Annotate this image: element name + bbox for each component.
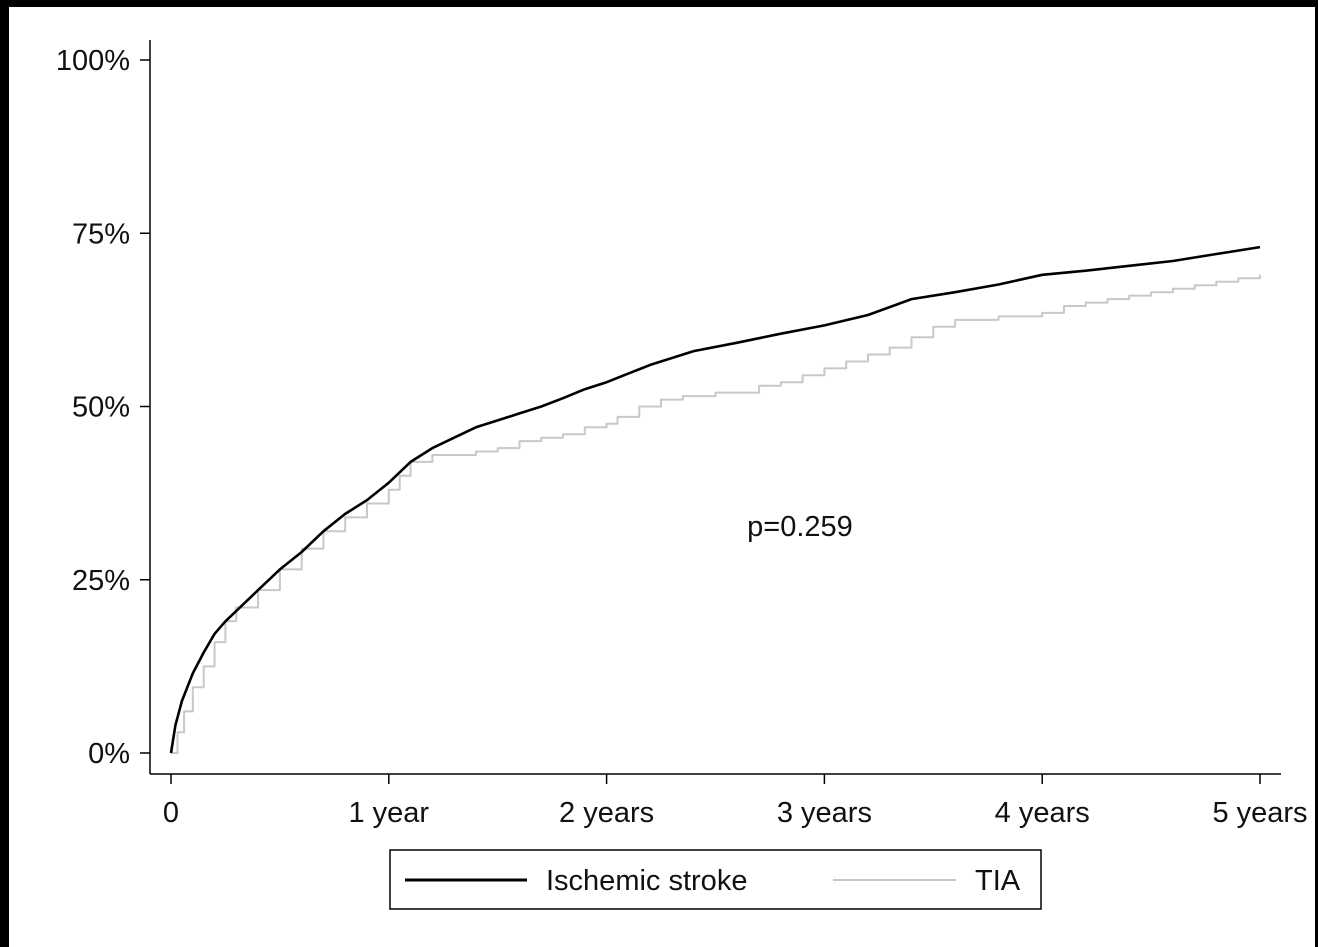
y-tick-label: 50% (72, 392, 130, 424)
cumulative-incidence-chart: 0 1 year 2 years 3 years 4 years 5 years 0% 25… (56, 40, 1308, 910)
legend-label-ischemic-stroke: Ischemic stroke (546, 865, 747, 897)
y-tick-label: 25% (72, 565, 130, 597)
axes (149, 40, 1281, 775)
legend: Ischemic stroke TIA (389, 849, 1042, 910)
p-value-annotation: p=0.259 (747, 511, 853, 543)
x-tick-label: 2 years (559, 797, 654, 829)
y-tick-label: 75% (72, 218, 130, 250)
x-tick-label: 5 years (1212, 797, 1307, 829)
x-ticks: 0 1 year 2 years 3 years 4 years 5 years (163, 774, 1308, 829)
x-tick-label: 0 (163, 797, 179, 829)
legend-label-tia: TIA (975, 865, 1021, 897)
x-tick-label: 3 years (777, 797, 872, 829)
y-ticks: 0% 25% 50% 75% 100% (56, 45, 150, 770)
y-tick-label: 0% (88, 738, 130, 770)
x-tick-label: 4 years (995, 797, 1090, 829)
series-lines (169, 245, 1261, 754)
x-tick-label: 1 year (348, 797, 429, 829)
y-tick-label: 100% (56, 45, 130, 77)
chart-panel: 0 1 year 2 years 3 years 4 years 5 years 0% 25… (9, 7, 1315, 947)
series-line-ischemic-stroke (169, 245, 1261, 754)
series-line-tia (171, 274, 1261, 754)
